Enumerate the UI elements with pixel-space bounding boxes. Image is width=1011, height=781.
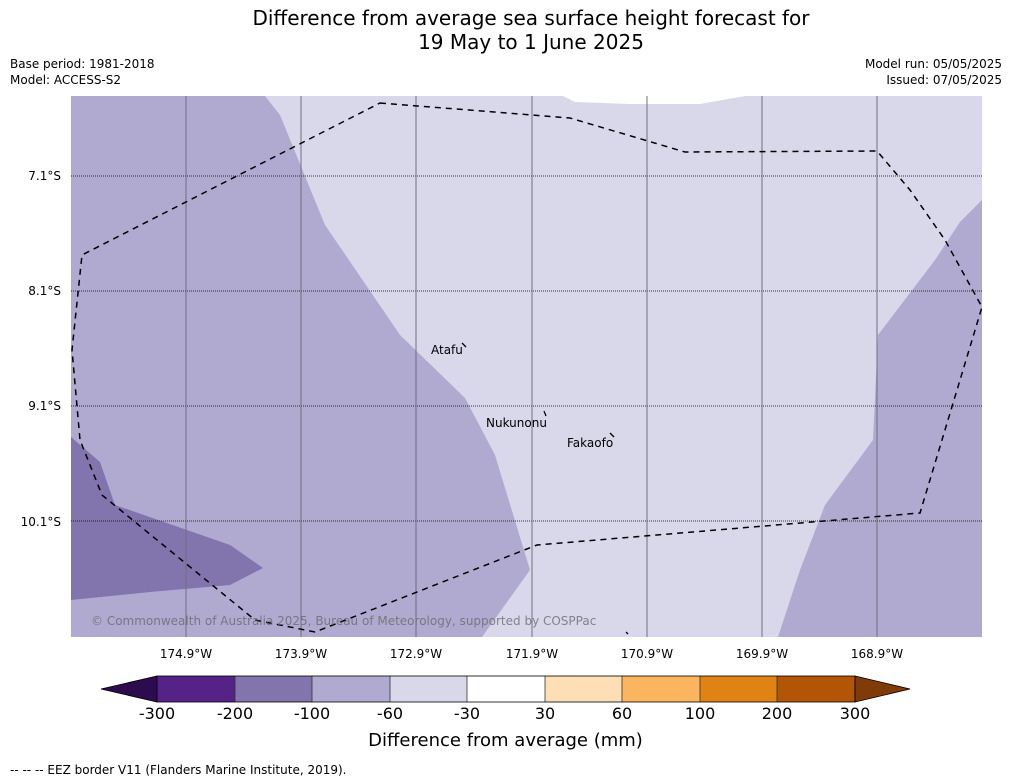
colorbar-title: Difference from average (mm) xyxy=(368,730,643,751)
colorbar-segment xyxy=(235,676,312,702)
atoll-fakaofo xyxy=(609,432,615,438)
colorbar-segment xyxy=(312,676,390,702)
lon-label: 170.9°W xyxy=(620,647,674,661)
place-label-nukunonu: Nukunonu xyxy=(486,416,547,430)
meta-right: Model run: 05/05/2025 Issued: 07/05/2025 xyxy=(865,56,1002,88)
issued-date: Issued: 07/05/2025 xyxy=(886,73,1002,87)
eez-border xyxy=(71,102,982,633)
title-line-2: 19 May to 1 June 2025 xyxy=(418,30,644,54)
eez-footnote: -- -- -- EEZ border V11 (Flanders Marine… xyxy=(10,763,347,777)
colorbar-tick: -300 xyxy=(138,704,176,723)
map-title: Difference from average sea surface heig… xyxy=(0,6,1011,54)
colorbar-segment xyxy=(157,676,235,702)
colorbar-tick: -60 xyxy=(376,704,404,723)
copyright-notice: © Commonwealth of Australia 2025, Bureau… xyxy=(91,614,597,628)
colorbar-tick: -100 xyxy=(293,704,331,723)
meta-left: Base period: 1981-2018 Model: ACCESS-S2 xyxy=(10,56,155,88)
model-name: Model: ACCESS-S2 xyxy=(10,73,122,87)
lon-label: 174.9°W xyxy=(159,647,213,661)
colorbar-segment xyxy=(700,676,777,702)
atoll-south xyxy=(625,631,629,635)
place-label-atafu: Atafu xyxy=(431,343,463,357)
colorbar-segment xyxy=(390,676,467,702)
colorbar-segment xyxy=(777,676,855,702)
colorbar-tick: -200 xyxy=(216,704,254,723)
colorbar-tick: 300 xyxy=(839,704,871,723)
atoll-atafu xyxy=(461,342,467,348)
atoll-nukunonu xyxy=(543,410,547,417)
colorbar-extend-low xyxy=(100,675,158,703)
colorbar-segment xyxy=(622,676,700,702)
lon-label: 173.9°W xyxy=(274,647,328,661)
colorbar-tick: 30 xyxy=(534,704,556,723)
lon-label: 168.9°W xyxy=(850,647,904,661)
colorbar-segment xyxy=(467,676,545,702)
lat-label: 7.1°S xyxy=(28,169,61,183)
colorbar-extend-high xyxy=(854,675,911,703)
colorbar-tick: -30 xyxy=(453,704,481,723)
lon-label: 169.9°W xyxy=(735,647,789,661)
model-run: Model run: 05/05/2025 xyxy=(864,57,1002,71)
colorbar-tick: 60 xyxy=(611,704,633,723)
field-mid-region-east xyxy=(778,200,982,637)
title-line-1: Difference from average sea surface heig… xyxy=(252,6,810,30)
lon-label: 171.9°W xyxy=(505,647,559,661)
colorbar-segment xyxy=(545,676,622,702)
lon-gridlines xyxy=(185,96,878,637)
colorbar-tick: 200 xyxy=(761,704,793,723)
field-white-notch xyxy=(563,96,745,104)
lat-label: 8.1°S xyxy=(28,284,61,298)
colorbar-tick: 100 xyxy=(684,704,716,723)
lat-label: 10.1°S xyxy=(20,515,61,529)
base-period: Base period: 1981-2018 xyxy=(10,57,155,71)
lat-label: 9.1°S xyxy=(28,399,61,413)
place-label-fakaofo: Fakaofo xyxy=(567,436,614,450)
field-dark-region-sw xyxy=(71,437,263,600)
colorbar-frame xyxy=(156,675,856,703)
lon-label: 172.9°W xyxy=(389,647,443,661)
